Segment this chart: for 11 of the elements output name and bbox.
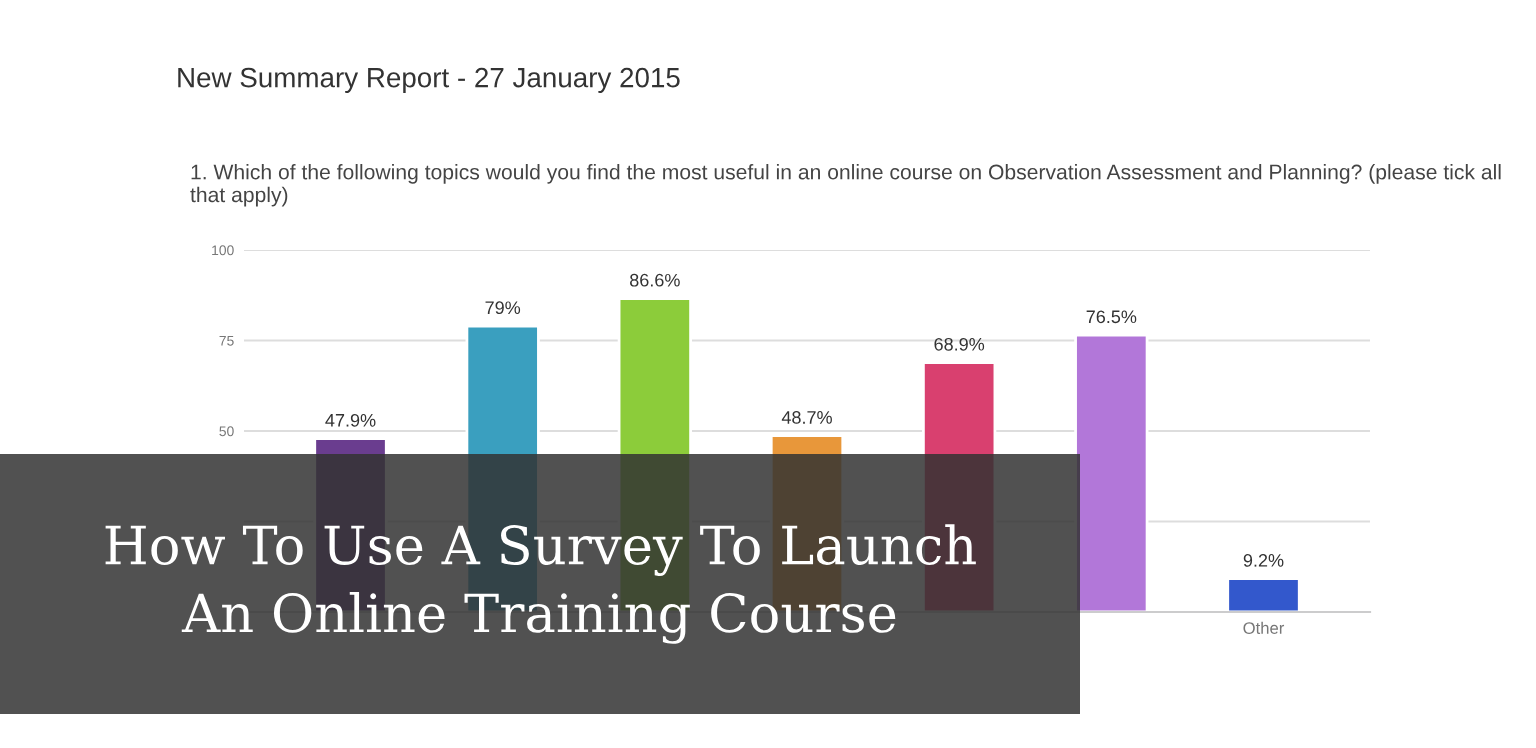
data-label: 86.6% xyxy=(630,273,680,287)
data-label: 76.5% xyxy=(1086,310,1137,324)
x-tick-label: Other xyxy=(1243,621,1285,634)
data-label: 68.9% xyxy=(934,337,985,351)
data-label: 47.9% xyxy=(325,413,376,427)
data-label: 9.2% xyxy=(1243,554,1284,567)
data-label: 48.7% xyxy=(781,411,832,424)
chart-title: New Summary Report - 27 January 2015 xyxy=(178,67,680,93)
annotation: How To Use A Survey To Launch An Online Training Course xyxy=(105,524,976,644)
data-label: 79% xyxy=(485,301,521,315)
chart-subtitle: 1. Which of the following topics would you find the most useful in an online course on Observation Assessment and Planning? (please tick all that apply) xyxy=(190,164,1501,207)
